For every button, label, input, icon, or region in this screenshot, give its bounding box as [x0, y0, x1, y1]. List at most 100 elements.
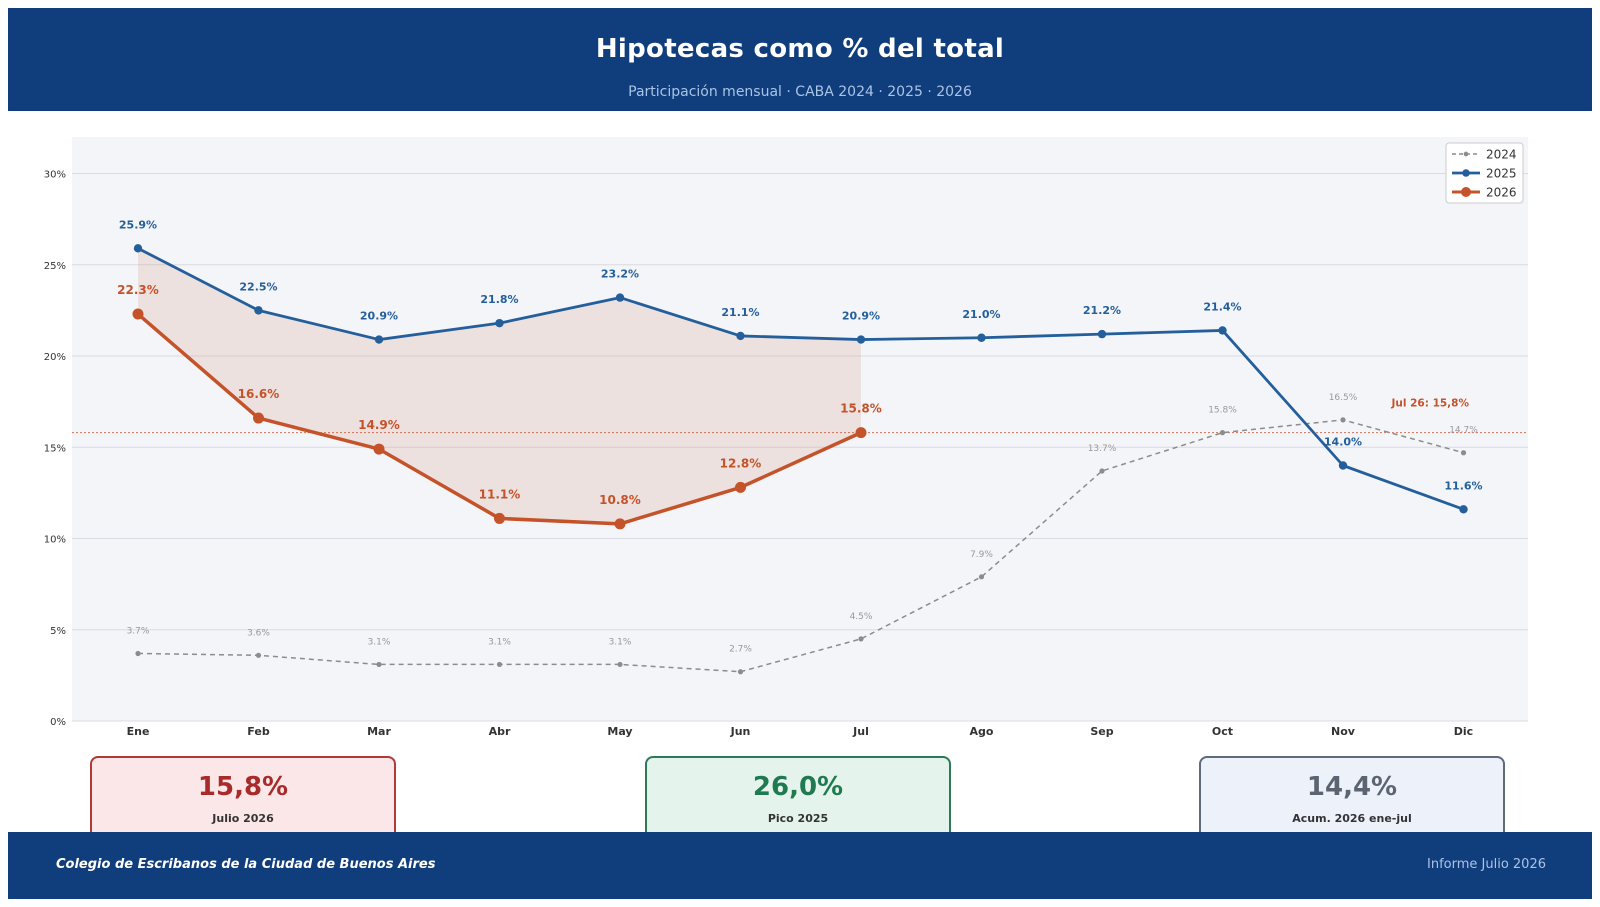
data-point-2024: [1460, 450, 1467, 456]
kpi-label: Julio 2026: [212, 812, 274, 825]
data-point-2024: [135, 650, 141, 657]
data-label-2024: 3.6%: [247, 628, 270, 638]
data-label-2025: 21.4%: [1203, 300, 1241, 313]
data-point-2024: [376, 661, 382, 668]
y-tick-label: 15%: [44, 443, 66, 454]
data-point-2025: [254, 306, 263, 315]
data-label-2024: 13.7%: [1088, 444, 1117, 454]
kpi-value: 26,0%: [752, 772, 844, 802]
kpi-value: 15,8%: [197, 772, 289, 802]
data-label-2026: 10.8%: [599, 493, 641, 507]
x-tick-label: Jul: [852, 725, 869, 738]
data-point-2025: [1097, 329, 1107, 339]
y-tick-label: 25%: [44, 261, 66, 272]
data-point-2024: [1219, 430, 1226, 436]
data-label-2025: 20.9%: [842, 310, 880, 323]
y-tick-label: 10%: [44, 535, 66, 546]
data-label-2024: 3.1%: [488, 637, 511, 647]
footer-banner: Colegio de Escribanos de la Ciudad de Bu…: [8, 832, 1592, 899]
data-point-2025: [1218, 326, 1227, 335]
series-line-2025: [137, 247, 1464, 511]
legend-label-2024: 2024: [1486, 148, 1517, 162]
legend-marker-2024: [1463, 151, 1469, 157]
page-subtitle: Participación mensual · CABA 2024 · 2025…: [628, 84, 972, 100]
data-label-2025: 23.2%: [601, 268, 639, 281]
data-label-2024: 3.1%: [609, 637, 632, 647]
y-tick-label: 30%: [44, 170, 66, 181]
data-label-2024: 14.7%: [1449, 426, 1478, 436]
kpi-value: 14,4%: [1306, 772, 1398, 802]
data-point-2024: [858, 636, 864, 642]
data-point-2024: [978, 574, 985, 580]
data-point-2025: [374, 335, 384, 344]
data-label-2025: 11.6%: [1444, 479, 1482, 492]
x-tick-label: Jun: [730, 725, 751, 738]
data-point-2026: [855, 427, 867, 439]
data-point-2025: [1459, 505, 1468, 514]
data-label-2026: 12.8%: [720, 456, 762, 470]
data-label-2026: 16.6%: [238, 387, 280, 401]
x-tick-label: Mar: [367, 725, 391, 738]
data-label-2026: 22.3%: [117, 283, 159, 297]
data-label-2024: 15.8%: [1208, 406, 1237, 416]
y-tick-label: 20%: [44, 352, 66, 363]
data-label-2025: 21.8%: [480, 293, 518, 306]
kpi-label: Acum. 2026 ene-jul: [1292, 812, 1412, 825]
legend-label-2025: 2025: [1486, 167, 1517, 181]
data-point-2025: [133, 244, 143, 253]
data-label-2025: 22.5%: [239, 280, 277, 293]
data-point-2025: [615, 293, 625, 302]
x-tick-label: Sep: [1090, 725, 1113, 738]
data-point-2025: [977, 333, 986, 342]
footer-report: Informe Julio 2026: [1427, 857, 1546, 872]
data-label-2025: 14.0%: [1324, 436, 1362, 449]
data-label-2024: 7.9%: [970, 550, 993, 560]
kpi-label: Pico 2025: [767, 812, 829, 825]
x-tick-label: May: [607, 725, 632, 738]
x-tick-label: Ene: [127, 725, 150, 738]
data-point-2025: [1338, 461, 1348, 470]
data-label-2026: 15.8%: [840, 402, 882, 416]
page-title: Hipotecas como % del total: [595, 34, 1005, 64]
y-tick-label: 5%: [50, 626, 66, 637]
data-point-2026: [373, 443, 385, 455]
data-point-2024: [1099, 468, 1105, 474]
x-tick-label: Abr: [489, 725, 511, 738]
data-label-2024: 3.1%: [368, 637, 391, 647]
data-point-2025: [856, 335, 866, 344]
data-point-2026: [735, 481, 746, 493]
plot-area: [72, 137, 1528, 721]
legend-marker-2025: [1462, 169, 1470, 177]
y-tick-label: 0%: [50, 717, 66, 728]
data-label-2026: 11.1%: [479, 487, 521, 501]
data-label-2024: 16.5%: [1329, 393, 1358, 403]
x-tick-label: Ago: [970, 725, 994, 738]
data-label-2026: 14.9%: [358, 418, 400, 432]
header-banner: Hipotecas como % del total Participación…: [8, 8, 1592, 111]
x-tick-label: Nov: [1331, 725, 1356, 738]
data-point-2024: [617, 661, 623, 668]
data-point-2026: [494, 512, 505, 524]
data-point-2025: [736, 331, 745, 341]
data-point-2026: [253, 412, 264, 424]
data-point-2026: [614, 518, 626, 530]
data-point-2025: [495, 318, 504, 328]
data-label-2024: 3.7%: [127, 626, 150, 636]
reference-line-label: Jul 26: 15,8%: [1390, 398, 1469, 410]
x-tick-label: Dic: [1454, 725, 1473, 738]
data-label-2024: 4.5%: [850, 612, 873, 622]
data-label-2025: 21.0%: [962, 308, 1000, 321]
data-point-2024: [496, 661, 503, 668]
data-point-2024: [1340, 417, 1346, 423]
x-tick-label: Oct: [1212, 725, 1233, 738]
footer-org: Colegio de Escribanos de la Ciudad de Bu…: [56, 857, 436, 872]
data-label-2025: 21.1%: [721, 306, 759, 319]
data-label-2025: 21.2%: [1083, 304, 1121, 317]
data-label-2025: 25.9%: [119, 218, 157, 231]
data-label-2024: 2.7%: [729, 645, 752, 655]
data-point-2024: [737, 669, 744, 675]
data-point-2024: [255, 652, 262, 658]
x-tick-label: Feb: [247, 725, 270, 738]
legend-label-2026: 2026: [1486, 186, 1517, 200]
